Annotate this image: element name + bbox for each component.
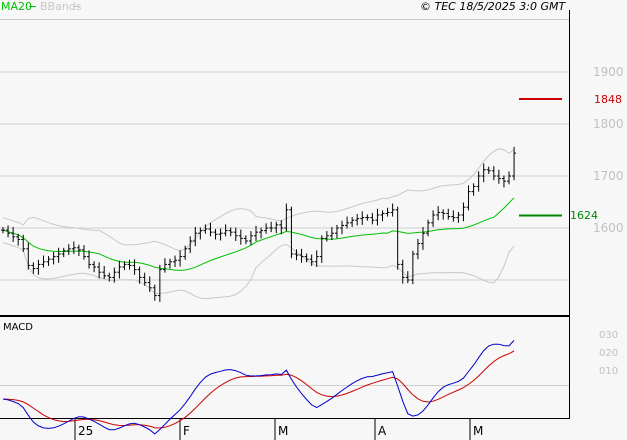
price-tick-label: 1600: [593, 221, 624, 235]
time-tick-label: A: [378, 424, 387, 438]
time-tick-label: M: [473, 424, 484, 438]
legend-ma20-swatch: [29, 6, 36, 7]
macd-tick-label: 010: [599, 366, 619, 377]
macd-tick-label: 020: [599, 348, 619, 359]
ma20-line: [2, 197, 515, 271]
legend-bbands: BBands: [40, 0, 82, 13]
target-label: 1848: [594, 93, 622, 106]
price-tick-label: 1700: [593, 169, 624, 183]
time-tick-label: M: [278, 424, 289, 438]
macd-label: MACD: [3, 322, 33, 333]
copyright-timestamp: © TEC 18/5/2025 3:0 GMT: [420, 0, 566, 13]
support-label: 1624: [570, 209, 598, 222]
macd-tick-label: 030: [599, 330, 619, 341]
price-tick-label: 1800: [593, 117, 624, 131]
bollinger-lower-line: [2, 242, 515, 300]
time-tick-label: F: [183, 424, 190, 438]
time-tick-label: 25: [78, 424, 94, 438]
legend-bbands-swatch: [73, 6, 80, 7]
bollinger-upper-line: [2, 148, 515, 252]
price-tick-label: 1900: [593, 65, 624, 79]
legend-ma20: MA20: [1, 0, 33, 13]
macd-line: [2, 340, 515, 435]
